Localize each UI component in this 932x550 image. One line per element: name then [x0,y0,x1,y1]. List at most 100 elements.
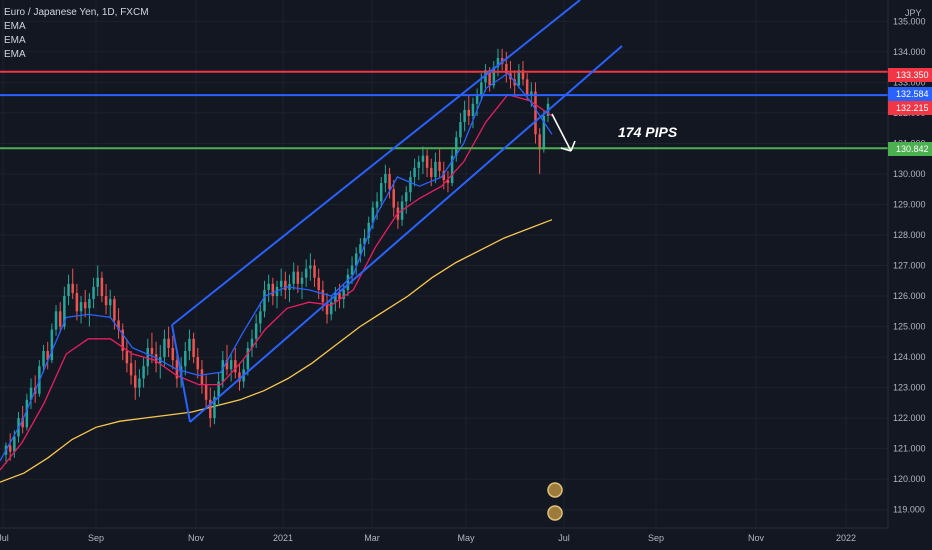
candle-body [459,122,462,138]
candle-body [79,302,83,312]
candle-body [254,323,258,339]
candle-body [125,350,129,364]
candle-body [229,360,233,370]
price-label-box [888,68,932,82]
candle-body [25,399,29,428]
candle-body [538,134,541,150]
x-tick-label: 2022 [836,533,856,543]
candle-body [225,360,229,370]
candle-body [58,311,62,327]
candle-body [8,445,12,452]
candle-body [480,82,483,95]
symbol-title[interactable]: Euro / Japanese Yen, 1D, FXCM [4,7,149,18]
y-tick-label: 133.000 [893,77,926,87]
y-tick-label: 129.000 [893,199,926,209]
y-tick-label: 122.000 [893,413,926,423]
x-tick-label: Jul [0,533,9,543]
candle-body [438,161,441,171]
price-axis[interactable]: JPY 135.000134.000133.000132.000131.0001… [887,0,932,550]
x-tick-label: Nov [748,533,765,543]
candle-body [246,347,250,370]
candle-body [525,79,529,95]
price-label-box [888,87,932,101]
candle-body [42,350,45,367]
candle-body [184,350,187,367]
event-marker-icon[interactable] [547,482,563,498]
candle-body [317,277,320,290]
candle-body [388,173,391,190]
candle-body [171,347,175,361]
indicator-label[interactable]: EMA [4,35,26,46]
indicator-label[interactable]: EMA [4,49,26,60]
candle-body [21,418,24,428]
candle-body [475,94,479,104]
candle-body [496,57,500,68]
candle-body [304,268,308,278]
x-tick-label: Sep [648,533,664,543]
candle-body [50,329,54,361]
candle-body [13,436,16,452]
candle-body [517,70,521,86]
candle-body [430,167,433,178]
horizontal-levels [0,70,888,150]
candle-body [325,302,329,315]
candle-body [121,329,124,351]
candle-body [292,271,295,284]
y-tick-label: 134.000 [893,47,926,57]
candle-body [104,296,108,306]
candle-body [467,109,471,116]
candle-body [425,155,429,168]
candle-body [92,286,95,300]
candle-body [263,289,266,312]
candle-body [442,170,446,181]
candle-body [463,109,466,123]
channel-lower-line[interactable] [189,45,623,423]
candle-body [354,253,358,266]
candle-body [413,167,416,178]
candle-body [367,222,370,239]
candle-body [54,311,58,330]
candle-body [129,363,133,376]
drawings: 174 PIPS [171,0,678,521]
event-marker-icon[interactable] [547,505,563,521]
x-tick-label: Jul [558,533,570,543]
candle-body [404,192,408,202]
candle-body [150,347,154,355]
candle-body [234,360,237,373]
time-axis[interactable]: Jul Sep Nov 2021 Mar May Jul Sep Nov 2022 [0,527,888,543]
candle-body [96,277,99,287]
y-tick-label: 130.000 [893,169,926,179]
candle-body [379,183,383,202]
candle-body [259,311,262,324]
candle-body [321,289,325,303]
candle-body [534,91,537,135]
candle-body [100,277,104,297]
indicator-label[interactable]: EMA [4,21,26,32]
price-label-text: 132.215 [896,103,929,113]
price-label-text: 130.842 [896,144,929,154]
ema-slow-line [0,219,553,483]
candle-body [29,387,33,400]
candle-body [88,299,91,309]
price-label-text: 132.584 [896,89,929,99]
candle-body [450,155,454,184]
candle-body [446,180,450,184]
candle-body [217,381,220,397]
candle-body [46,350,49,361]
candle-body [142,366,145,379]
candle-body [329,302,333,315]
down-arrow-icon [551,113,576,152]
candle-body [271,283,275,297]
y-tick-label: 124.000 [893,352,926,362]
channel-upper-line[interactable] [171,0,581,326]
candle-body [83,302,87,309]
candle-body [167,338,170,348]
candle-body [350,265,354,275]
candle-body [434,161,437,178]
y-tick-label: 125.000 [893,322,926,332]
chart-legend: Euro / Japanese Yen, 1D, FXCM EMA EMA EM… [4,6,149,62]
candle-body [409,177,412,193]
candle-body [75,292,79,312]
candle-body [133,375,137,388]
